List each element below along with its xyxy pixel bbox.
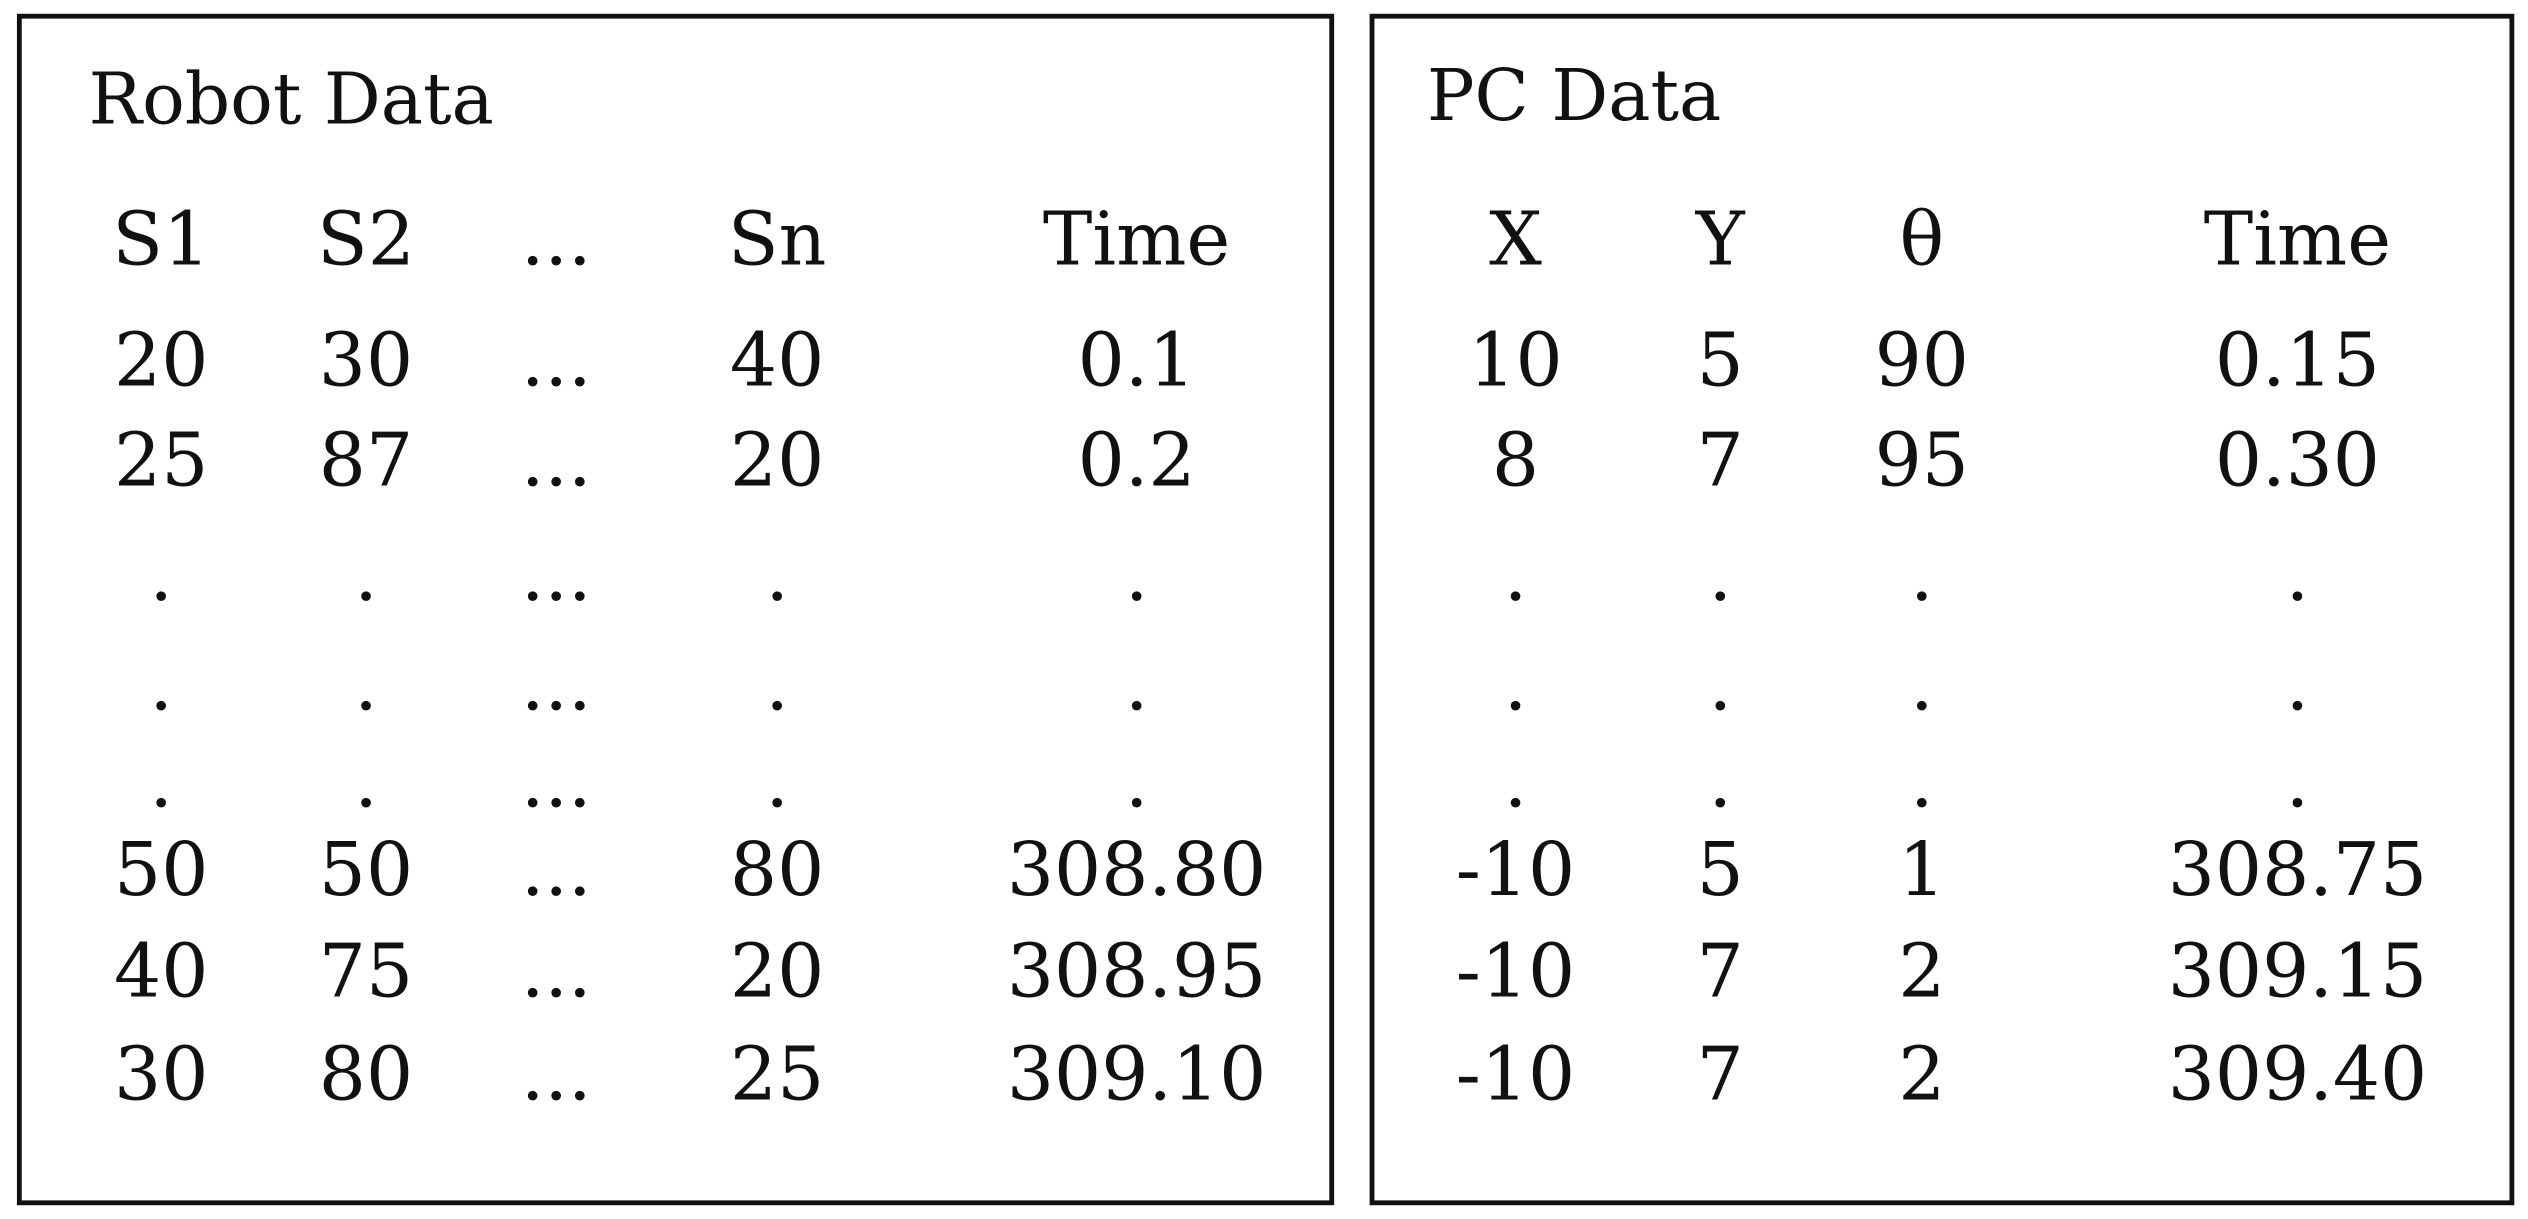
table-cell: . (1910, 738, 1934, 824)
table-cell: . (1708, 532, 1732, 618)
table-cell: . (2286, 532, 2310, 618)
table-cell: 80 (730, 827, 824, 913)
table-cell: ... (521, 929, 592, 1015)
panel-title: PC Data (1427, 54, 1721, 137)
table-cell: 308.75 (2168, 827, 2427, 913)
table-cell: . (1708, 642, 1732, 728)
column-header: Time (2204, 197, 2391, 283)
table-cell: 309.40 (2168, 1032, 2427, 1118)
table-cell: . (2286, 738, 2310, 824)
column-header: Time (1043, 197, 1230, 283)
table-cell: 75 (319, 929, 413, 1015)
table-cell: 87 (319, 417, 413, 503)
table-cell: 0.1 (1078, 318, 1196, 404)
table-cell: 20 (114, 318, 208, 404)
table-cell: 2 (1898, 1032, 1945, 1118)
column-header: θ (1899, 197, 1944, 283)
column-header: S1 (112, 197, 210, 283)
table-cell: 308.80 (1007, 827, 1266, 913)
table-cell: 10 (1468, 318, 1562, 404)
table-cell: 5 (1697, 318, 1744, 404)
table-cell: . (354, 532, 378, 618)
table-cell: 308.95 (1007, 929, 1266, 1015)
table-cell: 7 (1697, 1032, 1744, 1118)
table-cell: 80 (319, 1032, 413, 1118)
table-cell: 309.15 (2168, 929, 2427, 1015)
pc-panel-border (1369, 13, 2515, 1206)
table-cell: . (1910, 642, 1934, 728)
table-cell: ... (521, 417, 592, 503)
table-cell: . (765, 642, 789, 728)
robot-panel-border (16, 13, 1335, 1206)
table-cell: 20 (730, 929, 824, 1015)
table-cell: ... (521, 318, 592, 404)
column-header: Y (1695, 197, 1746, 283)
table-cell: 0.30 (2215, 417, 2380, 503)
table-cell: . (765, 532, 789, 618)
table-cell: 2 (1898, 929, 1945, 1015)
table-cell: ... (521, 1032, 592, 1118)
table-cell: ... (521, 738, 592, 824)
table-cell: ... (521, 827, 592, 913)
column-header: Sn (728, 197, 827, 283)
table-cell: 90 (1875, 318, 1969, 404)
table-cell: 25 (730, 1032, 824, 1118)
table-cell: . (149, 532, 173, 618)
table-cell: 7 (1697, 929, 1744, 1015)
table-cell: -10 (1456, 827, 1575, 913)
table-cell: . (1125, 738, 1149, 824)
table-cell: . (2286, 642, 2310, 728)
table-cell: 309.10 (1007, 1032, 1266, 1118)
table-cell: 40 (114, 929, 208, 1015)
table-cell: 30 (114, 1032, 208, 1118)
table-cell: . (1708, 738, 1732, 824)
table-cell: . (354, 738, 378, 824)
table-cell: . (1504, 642, 1528, 728)
table-cell: 1 (1898, 827, 1945, 913)
table-cell: . (1504, 532, 1528, 618)
table-cell: 95 (1875, 417, 1969, 503)
table-cell: -10 (1456, 929, 1575, 1015)
table-cell: 25 (114, 417, 208, 503)
table-cell: . (354, 642, 378, 728)
column-header: X (1489, 197, 1542, 283)
table-cell: . (1504, 738, 1528, 824)
table-cell: 30 (319, 318, 413, 404)
table-cell: 5 (1697, 827, 1744, 913)
table-cell: ... (521, 642, 592, 728)
table-cell: 7 (1697, 417, 1744, 503)
table-cell: 20 (730, 417, 824, 503)
table-cell: . (1910, 532, 1934, 618)
table-cell: . (149, 738, 173, 824)
table-cell: . (149, 642, 173, 728)
table-cell: 0.15 (2215, 318, 2380, 404)
table-cell: ... (521, 532, 592, 618)
column-header: S2 (317, 197, 415, 283)
column-header: ... (521, 197, 592, 283)
panel-title: Robot Data (89, 57, 494, 140)
table-cell: 50 (114, 827, 208, 913)
table-cell: 0.2 (1078, 417, 1196, 503)
table-cell: -10 (1456, 1032, 1575, 1118)
table-cell: . (765, 738, 789, 824)
table-cell: . (1125, 532, 1149, 618)
table-cell: 50 (319, 827, 413, 913)
table-cell: . (1125, 642, 1149, 728)
table-cell: 40 (730, 318, 824, 404)
table-cell: 8 (1492, 417, 1539, 503)
